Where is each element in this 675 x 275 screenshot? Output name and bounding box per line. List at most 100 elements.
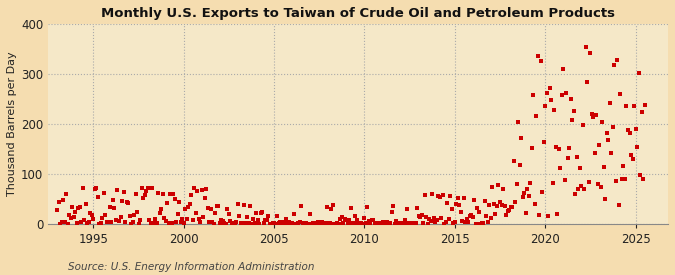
- Point: [299, 221, 310, 226]
- Point: [204, 219, 215, 224]
- Point: [296, 204, 306, 208]
- Point: [356, 221, 367, 225]
- Point: [373, 221, 383, 225]
- Point: [505, 205, 516, 209]
- Point: [362, 205, 373, 210]
- Point: [583, 180, 594, 185]
- Point: [155, 211, 165, 215]
- Point: [601, 131, 612, 136]
- Point: [68, 215, 79, 219]
- Point: [168, 192, 179, 196]
- Point: [404, 220, 415, 225]
- Point: [207, 220, 218, 225]
- Point: [326, 207, 337, 211]
- Point: [543, 214, 554, 218]
- Point: [446, 207, 457, 211]
- Point: [533, 54, 543, 59]
- Point: [117, 199, 128, 203]
- Point: [466, 213, 477, 217]
- Point: [593, 182, 603, 186]
- Point: [135, 217, 146, 222]
- Point: [67, 205, 78, 210]
- Point: [261, 218, 272, 222]
- Point: [577, 123, 588, 127]
- Point: [263, 214, 273, 219]
- Point: [454, 202, 464, 207]
- Point: [332, 221, 343, 225]
- Point: [377, 220, 388, 224]
- Point: [375, 221, 386, 225]
- Point: [516, 136, 526, 141]
- Point: [529, 201, 540, 206]
- Point: [403, 221, 414, 225]
- Point: [228, 221, 239, 225]
- Point: [585, 51, 596, 55]
- Point: [53, 199, 64, 204]
- Point: [308, 221, 319, 226]
- Text: Source: U.S. Energy Information Administration: Source: U.S. Energy Information Administ…: [68, 262, 314, 272]
- Point: [270, 222, 281, 226]
- Point: [510, 199, 520, 204]
- Point: [180, 207, 190, 211]
- Point: [472, 206, 483, 210]
- Point: [550, 145, 561, 149]
- Point: [497, 187, 508, 191]
- Point: [389, 222, 400, 226]
- Point: [198, 215, 209, 219]
- Point: [142, 185, 153, 190]
- Point: [344, 218, 355, 222]
- Point: [188, 218, 198, 222]
- Point: [236, 221, 246, 225]
- Point: [84, 219, 95, 224]
- Point: [119, 220, 130, 224]
- Point: [55, 221, 65, 226]
- Point: [88, 217, 99, 221]
- Point: [196, 188, 207, 192]
- Point: [109, 206, 120, 210]
- Point: [381, 220, 392, 224]
- Point: [460, 220, 470, 225]
- Point: [485, 216, 496, 220]
- Point: [587, 112, 597, 116]
- Point: [468, 215, 479, 219]
- Point: [138, 196, 148, 200]
- Point: [523, 194, 534, 198]
- Point: [227, 221, 238, 226]
- Point: [615, 92, 626, 97]
- Point: [558, 67, 568, 71]
- Point: [311, 221, 322, 225]
- Point: [639, 103, 650, 108]
- Point: [130, 192, 141, 196]
- Point: [213, 204, 224, 208]
- Point: [547, 181, 558, 186]
- Point: [215, 221, 225, 225]
- Point: [288, 211, 299, 216]
- Point: [211, 204, 222, 208]
- Point: [346, 206, 356, 211]
- Point: [599, 165, 610, 169]
- Point: [502, 208, 513, 213]
- Point: [354, 221, 365, 225]
- Point: [290, 222, 300, 226]
- Point: [385, 221, 396, 226]
- Point: [302, 222, 313, 226]
- Point: [162, 200, 173, 205]
- Point: [564, 145, 574, 150]
- Point: [554, 147, 564, 152]
- Point: [157, 192, 168, 196]
- Point: [136, 186, 147, 191]
- Point: [622, 128, 633, 132]
- Point: [609, 63, 620, 67]
- Point: [279, 221, 290, 225]
- Point: [365, 221, 376, 226]
- Point: [118, 189, 129, 194]
- Point: [535, 59, 546, 64]
- Point: [148, 221, 159, 225]
- Point: [163, 221, 174, 226]
- Point: [421, 215, 431, 219]
- Point: [190, 211, 201, 216]
- Point: [538, 140, 549, 144]
- Point: [395, 221, 406, 226]
- Point: [121, 200, 132, 204]
- Point: [99, 191, 109, 195]
